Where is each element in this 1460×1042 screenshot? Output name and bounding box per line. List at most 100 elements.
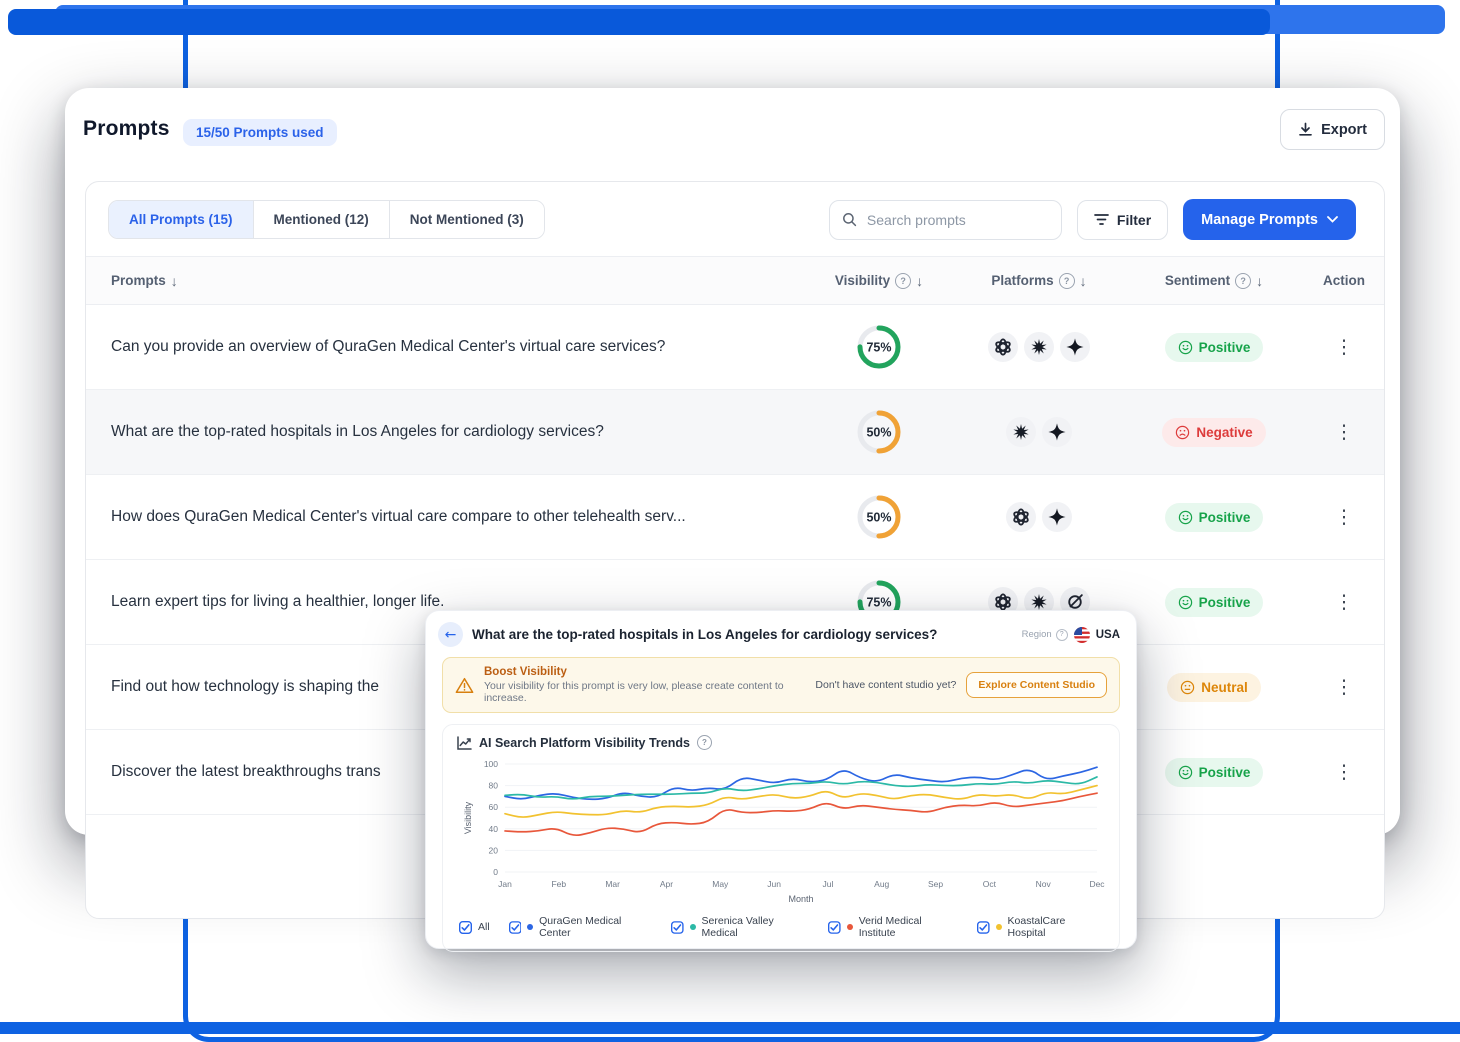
sentiment-label: Positive <box>1198 509 1251 525</box>
filter-button[interactable]: Filter <box>1076 199 1169 240</box>
svg-text:80: 80 <box>489 781 499 791</box>
manage-prompts-button[interactable]: Manage Prompts <box>1183 199 1356 240</box>
svg-text:40: 40 <box>489 824 499 834</box>
sentiment-label: Positive <box>1198 764 1251 780</box>
visibility-trends-card: AI Search Platform Visibility Trends ? 0… <box>442 724 1120 952</box>
row-actions-menu-button[interactable]: ⋮ <box>1327 674 1362 701</box>
platforms-cell <box>954 587 1124 617</box>
table-header-row: Prompts ↓ Visibility ? ↓ Platforms ? ↓ S… <box>86 256 1384 305</box>
sentiment-badge: Positive <box>1164 502 1264 532</box>
legend-item-verid-medical-institute[interactable]: Verid Medical Institute <box>828 915 958 939</box>
region-help-icon[interactable]: ? <box>1055 628 1068 641</box>
column-label: Prompts <box>111 273 166 288</box>
filter-label: Filter <box>1116 211 1152 228</box>
chart-help-icon[interactable]: ? <box>696 735 712 750</box>
legend-item-serenica-valley-medical[interactable]: Serenica Valley Medical <box>671 915 809 939</box>
trend-chart-icon <box>457 735 472 750</box>
neutral-face-icon <box>1181 680 1195 694</box>
legend-item-koastalcare-hospital[interactable]: KoastalCare Hospital <box>977 915 1103 939</box>
row-actions-menu-button[interactable]: ⋮ <box>1327 419 1362 446</box>
column-label: Action <box>1323 273 1365 288</box>
svg-text:Mar: Mar <box>605 879 620 889</box>
panel-header: Prompts 15/50 Prompts used Export <box>65 88 1400 180</box>
legend-label: Verid Medical Institute <box>858 915 922 939</box>
column-header-prompts[interactable]: Prompts ↓ <box>86 273 804 289</box>
explore-content-studio-button[interactable]: Explore Content Studio <box>966 672 1107 698</box>
prompts-used-badge: 15/50 Prompts used <box>183 119 337 146</box>
perplexity-icon <box>1024 332 1054 362</box>
export-label: Export <box>1321 121 1367 138</box>
tab-not-mentioned[interactable]: Not Mentioned (3) <box>389 201 544 238</box>
column-header-visibility[interactable]: Visibility ? ↓ <box>804 272 954 289</box>
legend-item-all[interactable]: All <box>459 920 490 934</box>
help-icon[interactable]: ? <box>895 272 912 289</box>
boost-banner-description: Your visibility for this prompt is very … <box>484 680 784 704</box>
visibility-cell: 50% <box>804 491 954 543</box>
grok-icon <box>1060 587 1090 617</box>
sentiment-badge: Positive <box>1164 757 1264 787</box>
svg-text:Nov: Nov <box>1036 879 1052 889</box>
prompt-text: Discover the latest breakthroughs trans <box>111 763 381 780</box>
column-label: Platforms <box>991 273 1054 288</box>
usa-flag-icon <box>1073 626 1090 643</box>
table-row[interactable]: Can you provide an overview of QuraGen M… <box>86 305 1384 390</box>
tab-all-prompts[interactable]: All Prompts (15) <box>109 201 254 238</box>
series-color-dot <box>689 924 696 930</box>
prompt-text: What are the top-rated hospitals in Los … <box>111 423 604 440</box>
action-cell: ⋮ <box>1304 419 1384 446</box>
column-header-platforms[interactable]: Platforms ? ↓ <box>954 272 1124 289</box>
row-actions-menu-button[interactable]: ⋮ <box>1327 759 1362 786</box>
platforms-cell <box>954 417 1124 447</box>
content-studio-question: Don't have content studio yet? <box>815 679 957 691</box>
sentiment-cell: Positive <box>1124 587 1304 617</box>
prompt-tabs: All Prompts (15) Mentioned (12) Not Ment… <box>108 200 545 239</box>
download-icon <box>1298 122 1313 137</box>
prompt-text: Find out how technology is shaping the <box>111 678 379 695</box>
column-header-action: Action <box>1304 273 1384 288</box>
sentiment-cell: Neutral <box>1124 672 1304 702</box>
row-actions-menu-button[interactable]: ⋮ <box>1327 589 1362 616</box>
svg-text:Dec: Dec <box>1089 879 1105 889</box>
column-label: Sentiment <box>1164 273 1231 288</box>
sentiment-cell: Negative <box>1124 417 1304 447</box>
tab-mentioned[interactable]: Mentioned (12) <box>253 201 390 238</box>
column-header-sentiment[interactable]: Sentiment ? ↓ <box>1124 272 1304 289</box>
svg-text:75%: 75% <box>866 596 891 610</box>
prompt-detail-card: ← What are the top-rated hospitals in Lo… <box>425 610 1137 952</box>
table-row[interactable]: What are the top-rated hospitals in Los … <box>86 390 1384 475</box>
search-input[interactable] <box>864 210 1049 229</box>
boost-banner-title: Boost Visibility <box>484 666 567 678</box>
sentiment-cell: Positive <box>1124 757 1304 787</box>
action-cell: ⋮ <box>1304 504 1384 531</box>
visibility-donut: 50% <box>857 410 901 454</box>
search-box[interactable] <box>828 199 1062 240</box>
legend-label: KoastalCare Hospital <box>1007 915 1066 939</box>
table-row[interactable]: How does QuraGen Medical Center's virtua… <box>86 475 1384 560</box>
export-button[interactable]: Export <box>1280 109 1385 150</box>
back-button[interactable]: ← <box>438 622 463 647</box>
legend-label: Serenica Valley Medical <box>701 915 774 939</box>
boost-visibility-banner: Boost Visibility Your visibility for thi… <box>442 657 1120 713</box>
help-icon[interactable]: ? <box>1058 272 1075 289</box>
svg-text:Visibility: Visibility <box>463 801 473 834</box>
page-title: Prompts <box>83 117 170 140</box>
legend-label: All <box>478 921 490 933</box>
svg-text:0: 0 <box>493 867 498 877</box>
legend-item-quragen-medical-center[interactable]: QuraGen Medical Center <box>508 915 652 939</box>
visibility-cell: 50% <box>804 406 954 458</box>
search-icon <box>842 212 857 227</box>
visibility-donut: 50% <box>857 495 901 539</box>
checkbox-checked-icon <box>508 920 522 934</box>
action-cell: ⋮ <box>1304 674 1384 701</box>
chatgpt-icon <box>988 332 1018 362</box>
column-label: Visibility <box>834 273 891 288</box>
row-actions-menu-button[interactable]: ⋮ <box>1327 334 1362 361</box>
svg-text:50%: 50% <box>866 426 891 440</box>
help-icon[interactable]: ? <box>1235 272 1252 289</box>
prompt-detail-header: ← What are the top-rated hospitals in Lo… <box>426 611 1136 654</box>
svg-text:May: May <box>712 879 729 889</box>
row-actions-menu-button[interactable]: ⋮ <box>1327 504 1362 531</box>
toolbar-right: Filter Manage Prompts <box>828 199 1364 240</box>
region-selector[interactable]: Region ? USA <box>1022 626 1120 643</box>
sentiment-label: Negative <box>1196 424 1253 440</box>
